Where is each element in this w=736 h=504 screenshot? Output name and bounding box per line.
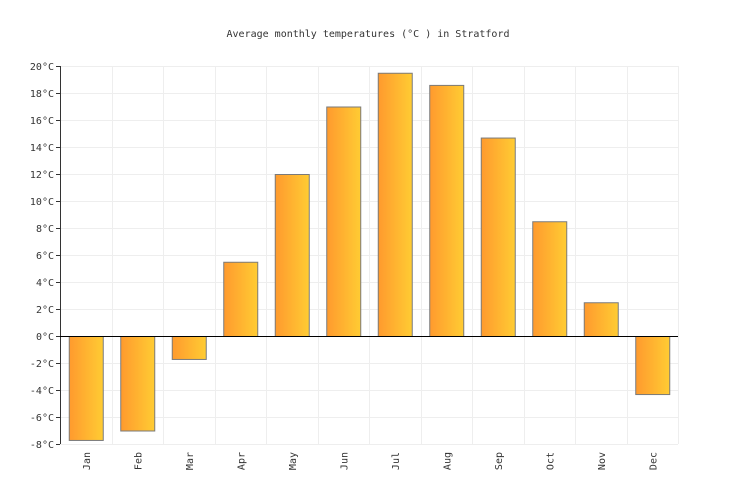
- y-tick-label: 8°C: [36, 224, 54, 235]
- bar-jul: [377, 72, 413, 337]
- bar-aug: [429, 84, 465, 338]
- y-tick-label: -6°C: [30, 413, 54, 424]
- x-tick-label: Jul: [391, 452, 402, 470]
- y-tick-label: 12°C: [30, 170, 54, 181]
- y-tick-label: -2°C: [30, 359, 54, 370]
- y-tick-label: 10°C: [30, 197, 54, 208]
- bar-dec: [635, 336, 671, 396]
- bar-mar: [171, 336, 207, 360]
- y-tick-label: 18°C: [30, 89, 54, 100]
- bar-oct: [532, 221, 568, 337]
- x-tick-label: Dec: [648, 452, 659, 470]
- x-tick-label: Mar: [185, 452, 196, 470]
- bar-sep: [480, 137, 516, 337]
- x-tick-label: Feb: [133, 452, 144, 470]
- bar-feb: [120, 336, 156, 432]
- x-tick-label: Oct: [545, 452, 556, 470]
- y-tick-label: 4°C: [36, 278, 54, 289]
- x-tick-label: Aug: [442, 452, 453, 470]
- bar-nov: [583, 302, 619, 337]
- y-tick-label: 0°C: [36, 332, 54, 343]
- y-tick-label: -4°C: [30, 386, 54, 397]
- bar-apr: [223, 261, 259, 337]
- y-tick-label: -8°C: [30, 440, 54, 451]
- x-tick-label: May: [288, 452, 299, 470]
- bar-may: [274, 174, 310, 337]
- x-tick-label: Jun: [339, 452, 350, 470]
- x-tick-label: Sep: [494, 452, 505, 470]
- y-tick-label: 14°C: [30, 143, 54, 154]
- chart-title: Average monthly temperatures (°C ) in St…: [227, 29, 510, 40]
- y-tick-label: 20°C: [30, 62, 54, 73]
- y-tick-label: 6°C: [36, 251, 54, 262]
- y-tick-label: 2°C: [36, 305, 54, 316]
- y-tick-label: 16°C: [30, 116, 54, 127]
- x-tick-label: Apr: [236, 452, 247, 470]
- x-tick-label: Nov: [597, 452, 608, 470]
- bar-jun: [326, 106, 362, 337]
- x-tick-label: Jan: [82, 452, 93, 470]
- bar-jan: [68, 336, 104, 441]
